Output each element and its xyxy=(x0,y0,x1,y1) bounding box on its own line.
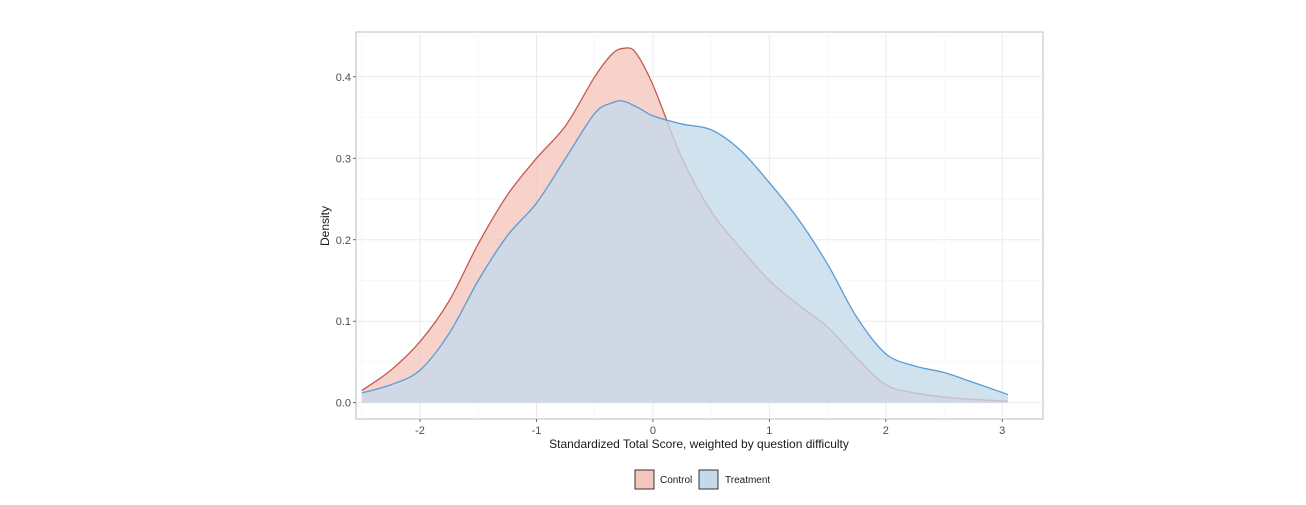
legend-key-control xyxy=(634,469,655,490)
x-tick-label: 3 xyxy=(999,425,1005,437)
x-tick-label: 1 xyxy=(766,425,772,437)
y-tick-label: 0.3 xyxy=(336,153,351,165)
legend: Control Treatment xyxy=(634,469,770,490)
y-tick-label: 0.1 xyxy=(336,316,351,328)
y-tick-label: 0.2 xyxy=(336,235,351,247)
density-area-treatment xyxy=(361,100,1009,403)
legend-label-treatment: Treatment xyxy=(725,475,770,486)
x-tick-label: -2 xyxy=(415,425,425,437)
x-tick-label: 0 xyxy=(650,425,656,437)
x-axis-ticks: -2 -1 0 1 2 3 xyxy=(415,419,1005,437)
density-series xyxy=(361,47,1009,403)
legend-label-control: Control xyxy=(660,475,692,486)
x-tick-label: 2 xyxy=(883,425,889,437)
y-axis-title: Density xyxy=(318,206,332,246)
legend-key-treatment xyxy=(698,469,719,490)
density-line-treatment xyxy=(361,100,1009,396)
y-tick-label: 0.0 xyxy=(336,398,351,410)
x-tick-label: -1 xyxy=(532,425,542,437)
y-tick-label: 0.4 xyxy=(336,72,351,84)
y-axis-ticks: 0.0 0.1 0.2 0.3 0.4 xyxy=(336,72,356,410)
x-axis-title: Standardized Total Score, weighted by qu… xyxy=(549,437,849,451)
